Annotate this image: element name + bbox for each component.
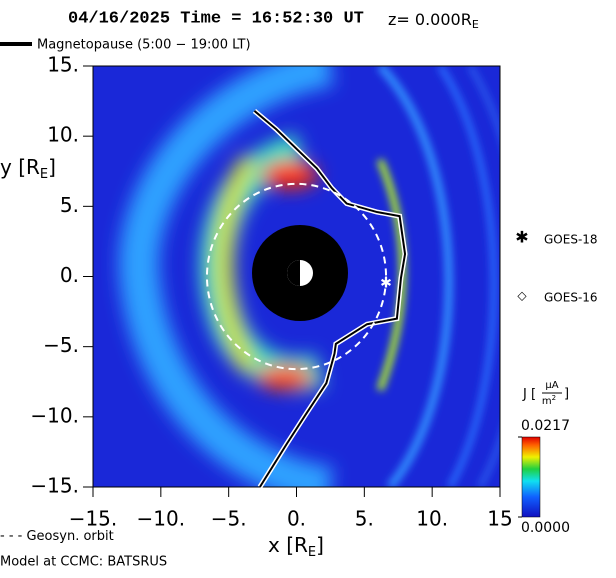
z-text: z= 0.000R	[388, 10, 472, 29]
cbar-den-sup: 2	[552, 394, 556, 402]
x-tick-label: −15.	[69, 507, 118, 531]
colorbar-label: J [	[522, 387, 536, 402]
satellite-legend-symbol: ✱	[515, 228, 528, 247]
y-label-sub: E	[40, 167, 48, 182]
x-tick-label: −5.	[211, 507, 247, 531]
satellite-legend-symbol: ◇	[517, 289, 527, 303]
x-axis-label: x [RE]	[268, 533, 324, 560]
geosyn-orbit	[205, 182, 388, 371]
cbar-prefix: J [	[522, 387, 536, 402]
chart-title: 04/16/2025 Time = 16:52:30 UT	[68, 9, 364, 28]
colorbar-tick-label: 0.0000	[521, 520, 570, 536]
y-tick-label: −5.	[43, 333, 79, 357]
x-tick-label: −10.	[137, 507, 186, 531]
x-tick-label: 15	[487, 507, 512, 531]
z-label: z= 0.000RE	[388, 10, 479, 32]
cbar-den-text: m	[542, 396, 552, 407]
orbit-legend-text: Geosyn. orbit	[26, 529, 113, 544]
magnetopause	[253, 110, 407, 488]
y-label-end: ]	[48, 155, 56, 179]
colorbar	[521, 436, 541, 518]
footer: Model at CCMC: BATSRUS	[0, 555, 167, 570]
legend-label: Magnetopause (5:00 − 19:00 LT)	[37, 38, 251, 53]
orbit-legend: - - - Geosyn. orbit	[0, 529, 114, 544]
x-label-text: x [R	[268, 533, 308, 557]
y-tick-label: 5.	[60, 193, 79, 217]
field	[93, 66, 500, 487]
y-tick-label: 10.	[47, 123, 79, 147]
cbar-num: μA	[545, 380, 558, 391]
z-sub: E	[472, 18, 479, 31]
x-label-end: ]	[316, 533, 324, 557]
colorbar-tick-label: 0.0217	[521, 418, 570, 434]
y-tick-label: −15.	[30, 474, 79, 498]
x-tick-label: 10.	[416, 507, 448, 531]
satellite-legend-label: GOES-18	[544, 233, 598, 247]
x-tick-label: 0.	[287, 507, 306, 531]
y-tick-label: −10.	[30, 403, 79, 427]
x-tick-label: 5.	[355, 507, 374, 531]
y-tick-label: 15.	[47, 53, 79, 77]
satellite-legend-label: GOES-16	[544, 291, 598, 305]
y-axis-label: y [RE]	[0, 155, 56, 182]
cbar-den: m2	[542, 394, 556, 407]
satellite: ✱	[380, 276, 392, 292]
cbar-suffix: ]	[564, 387, 569, 402]
y-tick-label: 0.	[60, 263, 79, 287]
y-label-text: y [R	[0, 155, 40, 179]
x-label-sub: E	[308, 545, 316, 560]
